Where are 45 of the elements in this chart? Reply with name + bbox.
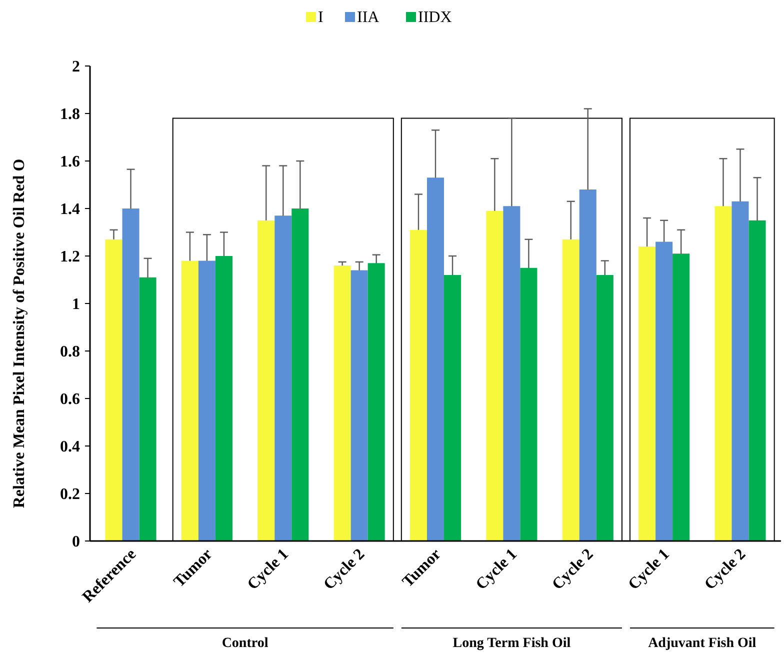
bar (656, 242, 673, 541)
y-tick-label: 0.2 (60, 486, 80, 504)
y-tick-label: 0 (72, 534, 80, 551)
y-tick-label: 0.6 (60, 391, 80, 408)
legend-label: IIDX (418, 9, 452, 26)
bar (258, 220, 275, 541)
legend-label: IIA (357, 9, 380, 26)
y-tick-label: 1.2 (60, 248, 80, 266)
bar (350, 270, 368, 541)
y-tick-label: 1.8 (60, 106, 80, 124)
bar (638, 246, 656, 541)
bar (503, 206, 520, 541)
bar (426, 178, 444, 541)
bar (410, 230, 427, 541)
bar (732, 201, 749, 541)
y-tick-label: 1.6 (60, 154, 80, 171)
bar (368, 263, 385, 541)
bar (105, 239, 122, 541)
bar (139, 277, 156, 541)
y-axis-title: Relative Mean Pixel Intensity of Positive Oil Red O (11, 158, 28, 508)
bar (181, 260, 198, 541)
bar (562, 239, 580, 541)
bar (486, 210, 504, 541)
y-tick-label: 0.4 (60, 438, 80, 456)
bar (292, 208, 309, 541)
bar (520, 268, 538, 541)
bar (672, 254, 690, 541)
bar (274, 216, 292, 541)
y-tick-label: 2 (72, 58, 80, 76)
bar (215, 256, 232, 541)
text: Control (222, 636, 268, 651)
text: Long Term Fish Oil (452, 636, 571, 651)
bar (122, 208, 140, 541)
text: Adjuvant Fish Oil (648, 636, 756, 651)
legend-label: I (318, 9, 324, 26)
bar (748, 220, 766, 541)
bar (334, 266, 351, 541)
y-tick-label: 0.8 (60, 344, 80, 361)
y-tick-label: 1 (72, 296, 80, 314)
y-tick-label: 1.4 (60, 201, 80, 218)
bar (596, 275, 614, 541)
bar (579, 190, 596, 541)
bar (444, 275, 462, 541)
bar (714, 206, 732, 541)
bar (198, 260, 216, 541)
